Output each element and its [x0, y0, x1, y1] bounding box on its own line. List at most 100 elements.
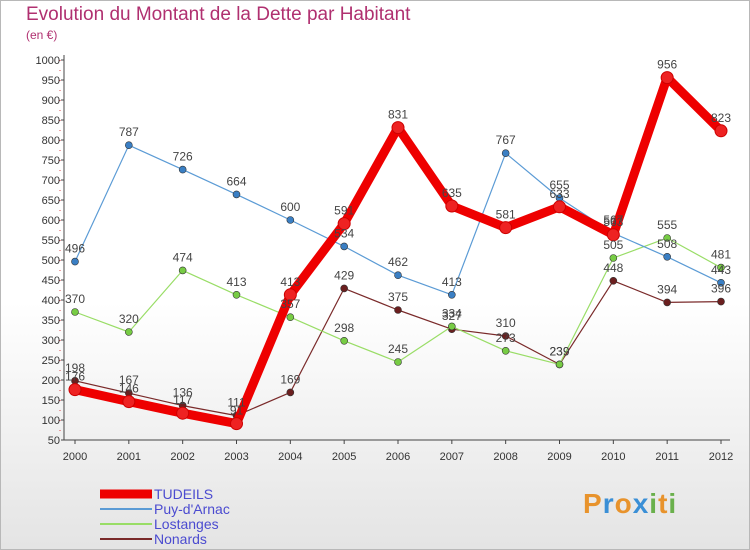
- data-label: 508: [657, 237, 677, 251]
- x-tick-label: 2012: [709, 451, 733, 463]
- data-label: 357: [280, 297, 300, 311]
- data-point: [286, 388, 295, 397]
- data-point: [122, 395, 136, 409]
- data-label: 169: [280, 372, 300, 386]
- data-label: 413: [280, 275, 300, 289]
- y-tick-label: 300: [42, 335, 60, 347]
- data-label: 448: [603, 261, 623, 275]
- data-point: [717, 263, 725, 272]
- data-label: 633: [549, 187, 569, 201]
- logo-letter: o: [614, 488, 633, 519]
- logo-letter: i: [649, 488, 659, 519]
- data-point: [232, 190, 241, 199]
- data-label: 413: [442, 275, 462, 289]
- y-tick-label: 50: [48, 435, 60, 447]
- data-label: 370: [65, 292, 85, 306]
- data-label: 117: [173, 393, 192, 407]
- y-tick-label: 200: [42, 375, 60, 387]
- data-point: [394, 271, 402, 280]
- data-labels: 176 146 117 91 413 591 831 635 581 633 563 956 823 49…: [65, 58, 731, 418]
- data-point: [340, 284, 348, 293]
- data-point: [553, 200, 566, 214]
- data-label: 591: [334, 204, 354, 218]
- data-point: [71, 257, 79, 266]
- data-point: [394, 306, 402, 314]
- x-tick-label: 2003: [224, 451, 248, 463]
- y-tick-label: 900: [42, 95, 60, 107]
- x-tick-label: 2006: [386, 451, 410, 463]
- x-tick-label: 2002: [170, 451, 194, 463]
- legend-entry: Puy-d'Arnac: [154, 501, 230, 517]
- y-tick-label: 750: [42, 155, 60, 167]
- y-tick-label: 350: [42, 315, 60, 327]
- data-label: 664: [226, 174, 246, 188]
- data-label: 787: [119, 125, 139, 139]
- data-point: [286, 313, 295, 322]
- data-label: 443: [711, 263, 731, 277]
- data-point: [232, 290, 241, 299]
- proxiti-logo: Proxiti: [583, 488, 677, 520]
- data-label: 91: [230, 404, 244, 418]
- x-tick-label: 2011: [655, 451, 679, 463]
- data-point: [609, 254, 618, 262]
- data-point: [286, 216, 295, 224]
- x-tick-label: 2000: [63, 451, 87, 463]
- y-tick-label: 1000: [36, 55, 60, 67]
- x-tick-label: 2001: [117, 451, 141, 463]
- data-label: 600: [280, 200, 300, 214]
- y-tick-label: 100: [42, 415, 60, 427]
- data-label: 496: [65, 242, 85, 256]
- y-tick-label: 850: [42, 115, 60, 127]
- data-label: 635: [442, 186, 462, 200]
- data-label: 320: [119, 312, 139, 326]
- data-point: [176, 406, 190, 420]
- data-point: [501, 332, 510, 340]
- chart-title: Evolution du Montant de la Dette par Hab…: [26, 4, 411, 25]
- data-label: 555: [657, 218, 677, 232]
- data-label: 726: [173, 150, 193, 164]
- data-label: 413: [226, 275, 246, 289]
- data-point: [499, 221, 513, 235]
- data-point: [606, 228, 620, 242]
- axes: 50 100 150 200 250 300 350 400 450 500 550 600 650 70…: [36, 55, 733, 463]
- data-label: 581: [496, 208, 516, 222]
- data-label: 823: [711, 111, 731, 125]
- data-point: [230, 417, 243, 431]
- data-label: 505: [603, 238, 623, 252]
- y-tick-label: 450: [42, 275, 60, 287]
- x-tick-label: 2008: [493, 451, 517, 463]
- data-label: 956: [657, 58, 677, 72]
- unit-label: (en €): [26, 28, 58, 42]
- data-point: [68, 383, 82, 397]
- data-point: [125, 141, 133, 149]
- y-tick-label: 250: [42, 355, 60, 367]
- data-label: 111: [227, 396, 246, 410]
- x-tick-label: 2007: [440, 451, 464, 463]
- data-label: 334: [442, 306, 462, 320]
- data-label: 534: [334, 226, 354, 240]
- data-label: 273: [496, 331, 516, 345]
- data-label: 239: [549, 344, 569, 358]
- data-label: 375: [388, 290, 408, 304]
- y-tick-label: 950: [42, 75, 60, 87]
- data-point: [501, 346, 510, 355]
- data-point: [445, 199, 459, 213]
- data-label: 481: [711, 248, 731, 262]
- data-point: [448, 322, 456, 331]
- y-tick-label: 600: [42, 215, 60, 227]
- data-point: [340, 242, 348, 251]
- legend-entry: Lostanges: [154, 516, 219, 532]
- data-label: 474: [173, 250, 193, 264]
- data-label: 167: [119, 373, 139, 387]
- data-label: 239: [549, 344, 569, 358]
- data-point: [340, 336, 348, 345]
- data-point: [663, 234, 671, 242]
- y-tick-label: 700: [42, 175, 60, 187]
- data-label: 310: [496, 316, 516, 330]
- data-point: [501, 149, 510, 157]
- data-point: [663, 298, 671, 307]
- data-label: 429: [334, 268, 354, 282]
